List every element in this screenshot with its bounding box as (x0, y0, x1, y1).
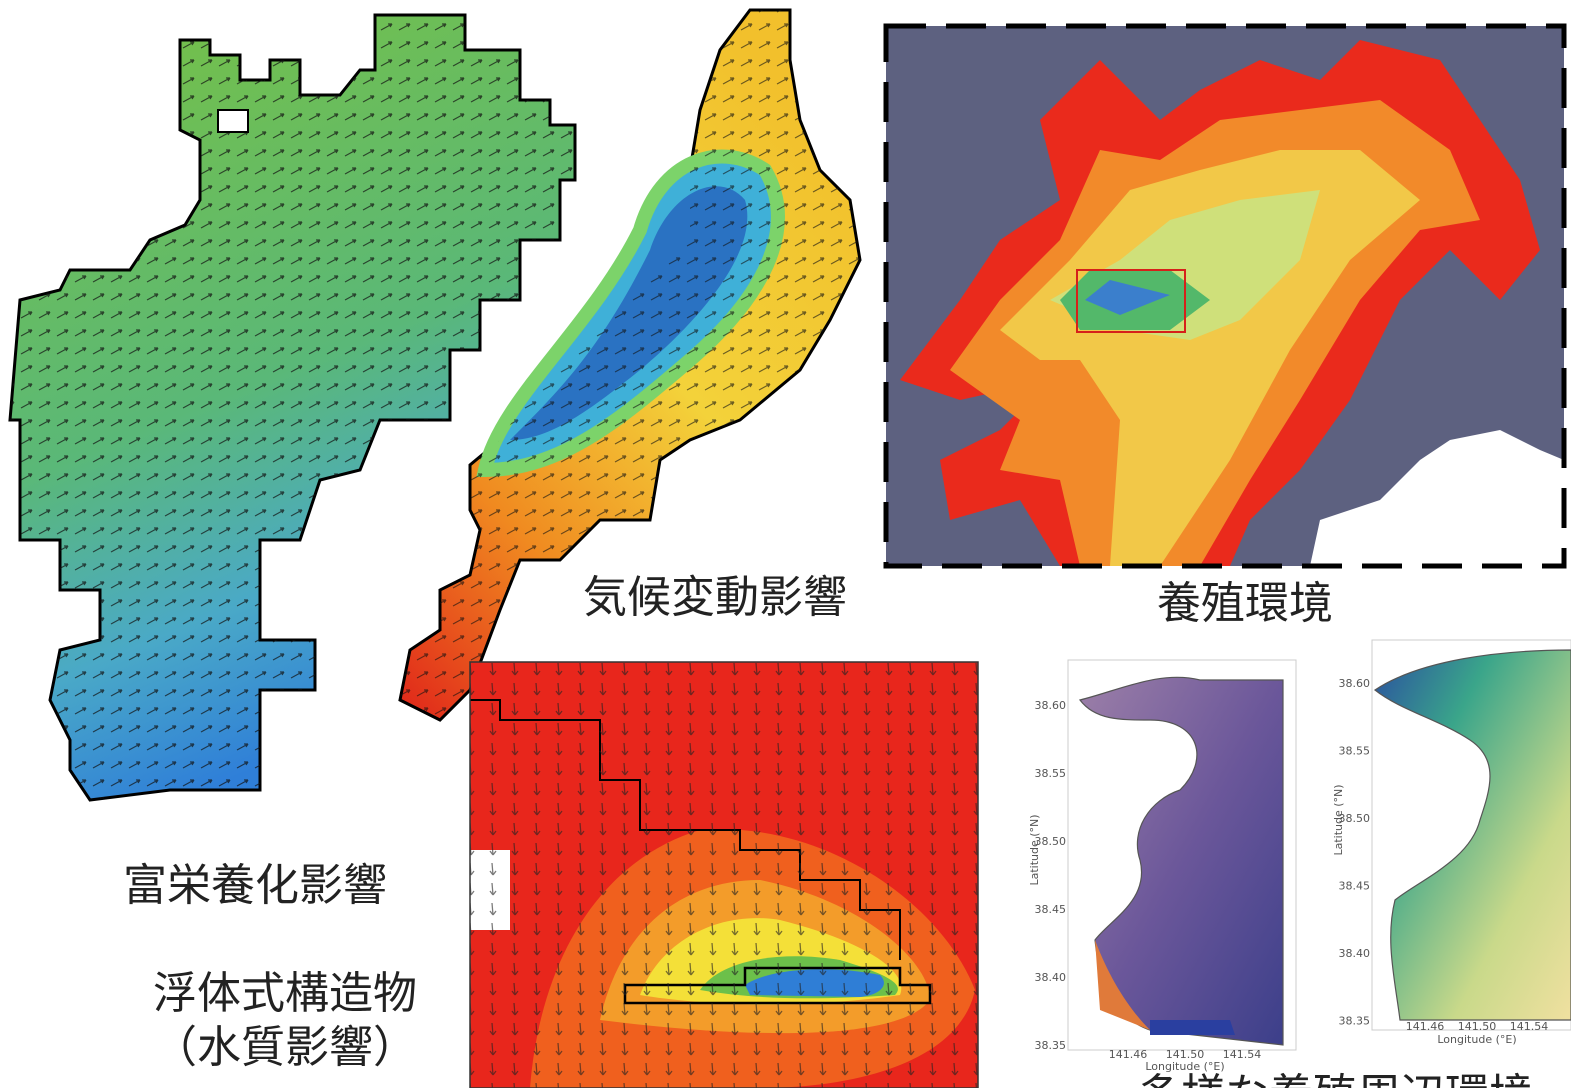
aquaculture-map (886, 26, 1564, 566)
collage: 38.6038.5538.5038.4538.4038.35141.46141.… (0, 0, 1571, 1088)
label: 養殖環境 (1157, 578, 1333, 629)
label: 気候変動影響 (583, 572, 847, 623)
label: 富栄養化影響 (123, 860, 387, 911)
y-tick-label: 38.55 (1339, 745, 1371, 758)
y-tick-label: 38.35 (1035, 1039, 1067, 1052)
y-tick-label: 38.45 (1035, 903, 1067, 916)
y-axis-title: Latitude (°N) (1332, 784, 1345, 855)
label: （水質影響） (153, 1022, 417, 1073)
x-tick-label: 141.50 (1458, 1020, 1497, 1033)
label: 浮体式構造物 (153, 968, 417, 1019)
label: 多様な養殖周辺環境 (1137, 1070, 1533, 1088)
y-axis-title: Latitude (°N) (1028, 814, 1041, 885)
x-tick-label: 141.46 (1109, 1048, 1148, 1061)
y-tick-label: 38.55 (1035, 767, 1067, 780)
y-tick-label: 38.45 (1339, 880, 1371, 893)
y-tick-label: 38.40 (1035, 971, 1067, 984)
floating-structure-map (470, 662, 978, 1088)
x-tick-label: 141.54 (1223, 1048, 1262, 1061)
x-axis-title: Longitude (°E) (1437, 1033, 1516, 1046)
x-tick-label: 141.54 (1510, 1020, 1549, 1033)
small-map-1 (1068, 660, 1296, 1050)
y-tick-label: 38.35 (1339, 1015, 1371, 1028)
small-map-2 (1372, 640, 1571, 1030)
y-tick-label: 38.60 (1035, 699, 1067, 712)
y-tick-label: 38.60 (1339, 677, 1371, 690)
y-tick-label: 38.40 (1339, 947, 1371, 960)
x-tick-label: 141.46 (1406, 1020, 1445, 1033)
